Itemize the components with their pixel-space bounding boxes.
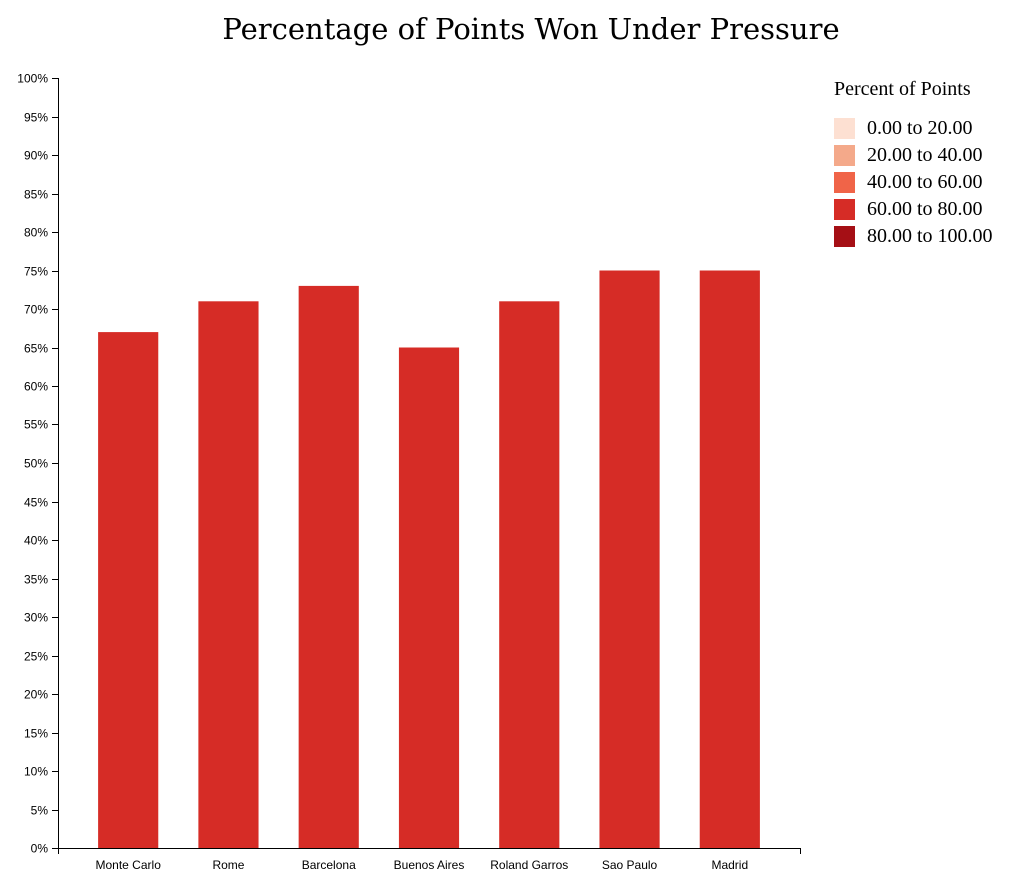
legend: Percent of Points 0.00 to 20.00 20.00 to … [834,78,993,247]
y-tick-label: 85% [24,188,48,202]
y-tick-label: 0% [31,842,49,856]
legend-swatch [834,226,855,247]
bar-monte-carlo [98,332,159,849]
legend-label: 20.00 to 40.00 [867,144,983,166]
y-tick-label: 45% [24,496,48,510]
legend-label: 0.00 to 20.00 [867,117,973,139]
x-tick-label: Madrid [711,858,748,872]
legend-swatch [834,199,855,220]
x-tick-label: Barcelona [302,858,356,872]
y-tick-label: 80% [24,226,48,240]
legend-title: Percent of Points [834,78,971,100]
x-tick-label: Roland Garros [490,858,568,872]
x-tick-label: Rome [212,858,244,872]
legend-items: 0.00 to 20.00 20.00 to 40.00 40.00 to 60.0… [834,117,993,247]
bar-sao-paulo [599,270,660,848]
x-tick-label: Buenos Aires [394,858,465,872]
legend-swatch [834,118,855,139]
bar-roland-garros [499,301,560,848]
y-tick-label: 70% [24,303,48,317]
x-tick-label: Monte Carlo [96,858,162,872]
y-tick-label: 65% [24,342,48,356]
y-tick-label: 5% [31,804,49,818]
legend-swatch [834,172,855,193]
legend-label: 80.00 to 100.00 [867,225,993,247]
bars [98,270,760,849]
y-tick-label: 75% [24,265,48,279]
x-axis: Monte Carlo Rome Barcelona Buenos Aires Rola… [58,848,801,872]
x-tick-label: Sao Paulo [602,858,658,872]
legend-swatch [834,145,855,166]
y-tick-label: 60% [24,380,48,394]
y-axis: 0% 5% 10% 15% 20% 25% 30% 35% 40% 45% 50% 55% 60% 65%… [17,72,59,856]
y-tick-label: 35% [24,573,48,587]
y-tick-label: 20% [24,688,48,702]
y-tick-label: 30% [24,611,48,625]
bar-rome [198,301,259,848]
chart-title: Percentage of Points Won Under Pressure [222,12,839,46]
legend-label: 60.00 to 80.00 [867,198,983,220]
y-tick-label: 100% [17,72,48,86]
bar-madrid [699,270,760,848]
y-tick-label: 25% [24,650,48,664]
bar-barcelona [298,285,359,848]
y-tick-label: 90% [24,149,48,163]
y-tick-label: 15% [24,727,48,741]
y-tick-label: 40% [24,534,48,548]
legend-label: 40.00 to 60.00 [867,171,983,193]
bar-buenos-aires [398,347,460,848]
y-tick-label: 95% [24,111,48,125]
y-tick-label: 55% [24,418,48,432]
y-tick-label: 50% [24,457,48,471]
y-tick-label: 10% [24,765,48,779]
